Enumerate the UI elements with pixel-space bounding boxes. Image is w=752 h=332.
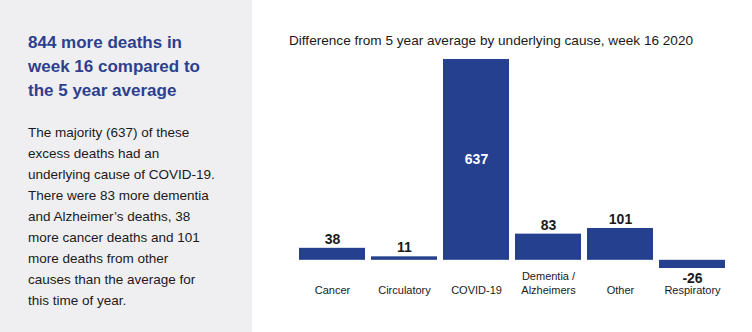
svg-text:COVID-19: COVID-19 — [451, 284, 502, 296]
svg-text:11: 11 — [397, 239, 412, 255]
html-text:week 16 compared to: week 16 compared to — [28, 57, 200, 76]
html-text:excess deaths had an: excess deaths had an — [28, 146, 160, 161]
html-text:more deaths from other: more deaths from other — [28, 251, 169, 266]
html-text:844 more deaths in: 844 more deaths in — [28, 33, 182, 52]
html-text:There were 83 more dementia: There were 83 more dementia — [28, 188, 209, 203]
svg-text:83: 83 — [541, 217, 557, 233]
svg-text:-26: -26 — [682, 270, 703, 286]
svg-text:637: 637 — [465, 151, 489, 167]
html-text:The majority (637) of these: The majority (637) of these — [28, 125, 190, 140]
svg-text:Cancer: Cancer — [315, 284, 351, 296]
svg-text:Respiratory: Respiratory — [664, 284, 721, 296]
html-text:causes than the average for: causes than the average for — [28, 272, 196, 287]
svg-text:Dementia /Alzheimers: Dementia /Alzheimers — [521, 270, 576, 296]
svg-text:101: 101 — [609, 211, 633, 227]
svg-text:Other: Other — [607, 284, 635, 296]
svg-text:Circulatory: Circulatory — [378, 284, 431, 296]
html-text:the 5 year average: the 5 year average — [28, 81, 177, 100]
html-text:underlying cause of COVID-19.: underlying cause of COVID-19. — [28, 167, 215, 182]
html-text:and Alzheimer’s deaths, 38: and Alzheimer’s deaths, 38 — [28, 209, 191, 224]
html-text:Difference from 5 year average: Difference from 5 year average by underl… — [289, 33, 693, 48]
svg-text:38: 38 — [325, 231, 341, 247]
html-text:this time of year.: this time of year. — [28, 293, 127, 308]
html-text:more cancer deaths and 101: more cancer deaths and 101 — [28, 230, 200, 245]
